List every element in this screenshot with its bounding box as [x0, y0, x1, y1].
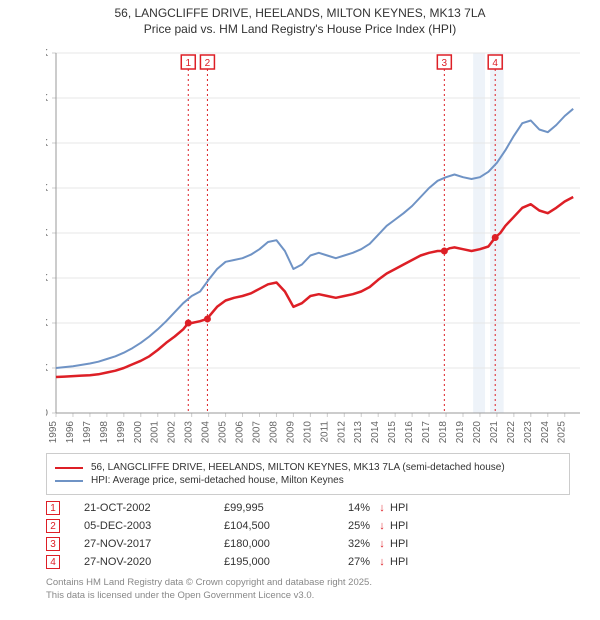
legend-item: HPI: Average price, semi-detached house,… — [55, 475, 561, 486]
svg-text:2004: 2004 — [201, 421, 212, 443]
svg-text:£200K: £200K — [46, 228, 48, 239]
svg-text:2008: 2008 — [268, 421, 279, 443]
svg-text:2023: 2023 — [523, 421, 534, 443]
svg-text:1999: 1999 — [116, 421, 127, 443]
legend-item: 56, LANGCLIFFE DRIVE, HEELANDS, MILTON K… — [55, 462, 561, 473]
legend-swatch — [55, 480, 83, 482]
sale-diff-label: HPI — [390, 556, 570, 568]
svg-text:2025: 2025 — [557, 421, 568, 443]
svg-text:2006: 2006 — [235, 421, 246, 443]
svg-text:2000: 2000 — [133, 421, 144, 443]
svg-text:2022: 2022 — [506, 421, 517, 443]
table-row: 2 05-DEC-2003 £104,500 25% ↓ HPI — [46, 519, 570, 533]
down-arrow-icon: ↓ — [374, 538, 390, 550]
legend-label: 56, LANGCLIFFE DRIVE, HEELANDS, MILTON K… — [91, 462, 505, 473]
svg-text:2010: 2010 — [302, 421, 313, 443]
svg-text:2011: 2011 — [319, 421, 330, 443]
sale-price: £99,995 — [224, 502, 319, 514]
sale-diff-pct: 27% — [319, 556, 374, 568]
sale-diff-label: HPI — [390, 502, 570, 514]
svg-text:2020: 2020 — [472, 421, 483, 443]
svg-text:2021: 2021 — [489, 421, 500, 443]
svg-text:£400K: £400K — [46, 48, 48, 59]
sale-date: 21-OCT-2002 — [84, 502, 224, 514]
sale-diff-label: HPI — [390, 520, 570, 532]
svg-text:3: 3 — [442, 58, 448, 69]
svg-text:£250K: £250K — [46, 183, 48, 194]
sale-marker-icon: 1 — [46, 501, 60, 515]
sale-marker-icon: 4 — [46, 555, 60, 569]
footer-attribution: Contains HM Land Registry data © Crown c… — [46, 577, 570, 602]
svg-text:1: 1 — [185, 58, 191, 69]
table-row: 1 21-OCT-2002 £99,995 14% ↓ HPI — [46, 501, 570, 515]
sale-price: £180,000 — [224, 538, 319, 550]
sale-price: £195,000 — [224, 556, 319, 568]
table-row: 3 27-NOV-2017 £180,000 32% ↓ HPI — [46, 537, 570, 551]
svg-text:£0: £0 — [46, 408, 48, 419]
footer-line: Contains HM Land Registry data © Crown c… — [46, 577, 570, 589]
svg-text:2024: 2024 — [540, 421, 551, 443]
title-line-2: Price paid vs. HM Land Registry's House … — [0, 22, 600, 38]
legend-label: HPI: Average price, semi-detached house,… — [91, 475, 344, 486]
table-row: 4 27-NOV-2020 £195,000 27% ↓ HPI — [46, 555, 570, 569]
chart-container: 56, LANGCLIFFE DRIVE, HEELANDS, MILTON K… — [0, 0, 600, 620]
svg-text:4: 4 — [492, 58, 498, 69]
svg-text:2001: 2001 — [150, 421, 161, 443]
svg-text:2016: 2016 — [404, 421, 415, 443]
sale-date: 05-DEC-2003 — [84, 520, 224, 532]
down-arrow-icon: ↓ — [374, 556, 390, 568]
svg-text:2003: 2003 — [184, 421, 195, 443]
down-arrow-icon: ↓ — [374, 502, 390, 514]
chart-legend: 56, LANGCLIFFE DRIVE, HEELANDS, MILTON K… — [46, 453, 570, 495]
chart-plot-area: £0 £50K £100K £150K £200K £250K £300K £350K £400… — [46, 43, 590, 443]
svg-text:2019: 2019 — [455, 421, 466, 443]
sales-table: 1 21-OCT-2002 £99,995 14% ↓ HPI 2 05-DEC… — [46, 501, 570, 569]
svg-text:£150K: £150K — [46, 273, 48, 284]
svg-text:2005: 2005 — [218, 421, 229, 443]
title-line-1: 56, LANGCLIFFE DRIVE, HEELANDS, MILTON K… — [0, 6, 600, 22]
sale-date: 27-NOV-2020 — [84, 556, 224, 568]
svg-text:£350K: £350K — [46, 93, 48, 104]
sale-diff-pct: 25% — [319, 520, 374, 532]
svg-text:£50K: £50K — [46, 363, 48, 374]
svg-text:2009: 2009 — [285, 421, 296, 443]
svg-text:1997: 1997 — [82, 421, 93, 443]
footer-line: This data is licensed under the Open Gov… — [46, 590, 570, 602]
svg-text:2014: 2014 — [370, 421, 381, 443]
down-arrow-icon: ↓ — [374, 520, 390, 532]
svg-text:£300K: £300K — [46, 138, 48, 149]
svg-text:2002: 2002 — [167, 421, 178, 443]
sale-marker-icon: 3 — [46, 537, 60, 551]
line-chart-svg: £0 £50K £100K £150K £200K £250K £300K £350K £400… — [46, 43, 590, 443]
sale-diff-label: HPI — [390, 538, 570, 550]
svg-text:2: 2 — [205, 58, 211, 69]
svg-text:1996: 1996 — [65, 421, 76, 443]
svg-text:2018: 2018 — [438, 421, 449, 443]
svg-text:1998: 1998 — [99, 421, 110, 443]
svg-text:1995: 1995 — [48, 421, 59, 443]
chart-title: 56, LANGCLIFFE DRIVE, HEELANDS, MILTON K… — [0, 0, 600, 37]
svg-text:£100K: £100K — [46, 318, 48, 329]
svg-text:2017: 2017 — [421, 421, 432, 443]
legend-swatch — [55, 467, 83, 469]
sale-marker-icon: 2 — [46, 519, 60, 533]
sale-diff-pct: 14% — [319, 502, 374, 514]
svg-text:2007: 2007 — [251, 421, 262, 443]
sale-price: £104,500 — [224, 520, 319, 532]
sale-diff-pct: 32% — [319, 538, 374, 550]
svg-text:2015: 2015 — [387, 421, 398, 443]
svg-text:2012: 2012 — [336, 421, 347, 443]
svg-text:2013: 2013 — [353, 421, 364, 443]
sale-date: 27-NOV-2017 — [84, 538, 224, 550]
